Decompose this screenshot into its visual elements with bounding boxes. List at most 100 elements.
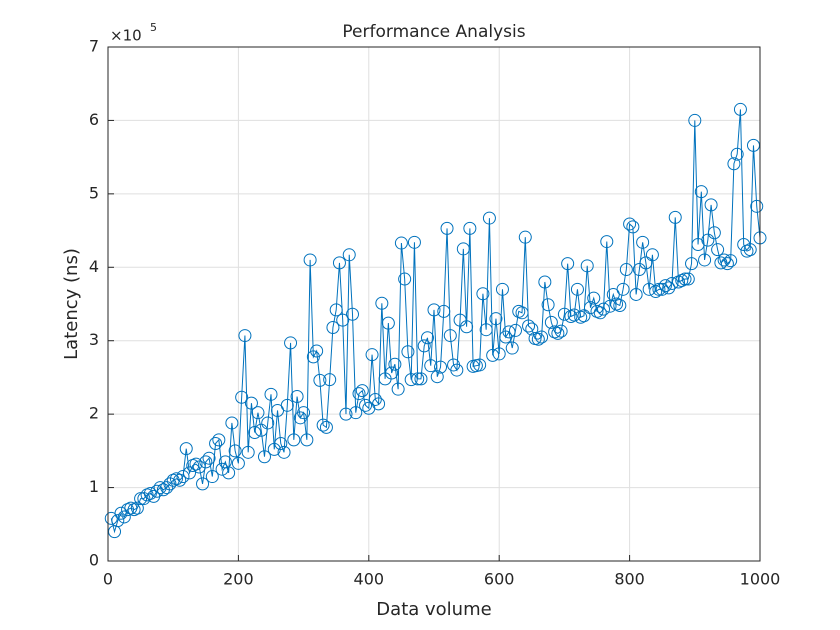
data-point [698, 253, 712, 267]
data-point [277, 445, 291, 459]
data-point [375, 296, 389, 310]
data-point [460, 320, 474, 334]
x-tick-label: 400 [354, 570, 385, 589]
data-point [642, 282, 656, 296]
data-point [261, 416, 275, 430]
data-point [525, 322, 539, 336]
data-point [183, 466, 196, 480]
data-point [750, 199, 764, 213]
data-point [600, 235, 614, 249]
data-point [248, 426, 262, 439]
y-tick-label: 4 [89, 257, 99, 276]
data-point [626, 220, 640, 234]
data-point [717, 253, 731, 267]
data-point [346, 307, 359, 321]
data-point [746, 138, 760, 152]
data-point [202, 451, 216, 465]
data-point [355, 384, 369, 398]
x-tick-label: 600 [484, 570, 515, 589]
data-point [189, 457, 203, 471]
data-point [368, 392, 382, 406]
ticks: 0 200 400 600 800 1000 0 1 2 3 4 5 6 7 [89, 37, 781, 589]
data-point [531, 332, 545, 346]
data-point [427, 303, 441, 317]
chart-title: Performance Analysis [342, 22, 525, 42]
data-point [359, 398, 373, 412]
data-point [662, 281, 676, 295]
data-point [711, 243, 725, 257]
data-point [535, 330, 549, 344]
data-point [593, 306, 607, 320]
data-point [388, 357, 402, 371]
data-point [420, 331, 434, 345]
data-point [176, 470, 190, 484]
data-point [179, 442, 193, 456]
data-point [665, 276, 679, 290]
data-point [342, 248, 356, 262]
data-point [319, 420, 333, 434]
y-multiplier-base: ×10 [110, 27, 142, 45]
data-point [724, 254, 738, 268]
data-point [678, 272, 692, 286]
data-point [704, 198, 718, 212]
data-point [160, 481, 174, 495]
data-point [316, 418, 330, 432]
data-point [404, 373, 418, 387]
data-point [111, 514, 125, 528]
data-point [143, 486, 157, 500]
data-point [352, 387, 366, 401]
data-point [509, 323, 522, 337]
data-point [479, 323, 493, 337]
y-tick-label: 6 [89, 110, 99, 129]
data-point [130, 501, 144, 515]
data-point [544, 315, 558, 329]
data-point [492, 347, 506, 361]
data-point [300, 433, 314, 447]
data-point [701, 233, 715, 247]
data-point [417, 339, 431, 353]
data-point [495, 282, 509, 296]
data-point [192, 460, 206, 474]
data-point [580, 259, 594, 273]
data-point [518, 230, 532, 244]
x-axis-label: Data volume [376, 599, 491, 620]
y-tick-label: 5 [89, 183, 99, 202]
data-point [570, 282, 584, 296]
y-tick-label: 7 [89, 37, 99, 56]
data-point [254, 423, 268, 437]
data-point [414, 372, 428, 386]
data-point [482, 211, 496, 225]
data-point [241, 445, 255, 459]
data-point [244, 396, 258, 410]
data-point [463, 221, 477, 235]
data-point [434, 360, 448, 374]
data-point [456, 242, 470, 256]
data-point [714, 256, 728, 270]
y-tick-label: 0 [89, 551, 99, 570]
data-point [473, 358, 487, 372]
data-point [424, 359, 438, 373]
data-point [303, 253, 317, 267]
data-point [336, 313, 350, 327]
data-point [727, 157, 741, 171]
data-point [310, 344, 324, 358]
data-point [515, 306, 529, 320]
data-point [577, 309, 591, 323]
data-point [173, 473, 187, 487]
data-point [681, 272, 695, 286]
data-point [150, 484, 164, 498]
data-point [215, 462, 229, 476]
data-point [231, 456, 245, 470]
data-point [349, 406, 363, 420]
data-point [743, 243, 757, 257]
data-point [567, 308, 581, 322]
data-point [443, 329, 457, 343]
data-point [264, 387, 278, 401]
data-point [430, 370, 444, 384]
data-point [587, 291, 601, 305]
data-point [398, 272, 412, 286]
x-tick-label: 800 [614, 570, 645, 589]
data-point [522, 319, 536, 333]
data-point [199, 455, 213, 469]
data-point [212, 433, 226, 447]
